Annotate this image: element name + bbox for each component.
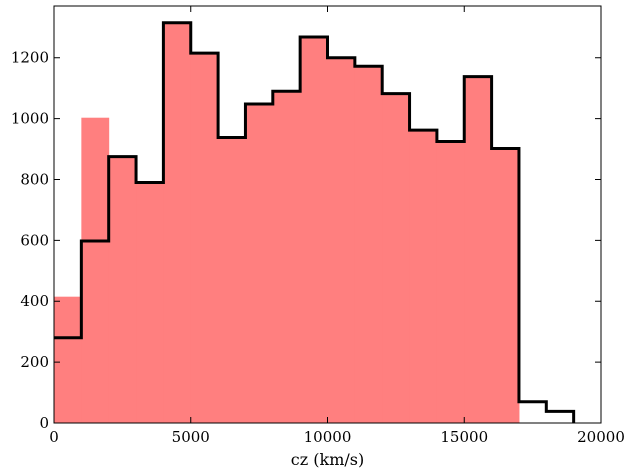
histogram-bar	[382, 93, 411, 423]
y-tick-label: 0	[39, 414, 49, 432]
x-tick-label: 0	[49, 428, 59, 446]
y-tick-label: 800	[20, 170, 49, 188]
histogram-bar	[245, 104, 274, 423]
histogram-bar	[327, 57, 356, 423]
histogram-bar	[136, 182, 164, 423]
histogram-bar	[272, 91, 301, 423]
x-tick-label: 5000	[172, 428, 210, 446]
histogram-bar	[354, 66, 383, 423]
y-tick-label: 400	[20, 292, 49, 310]
y-tick-label: 1200	[11, 49, 49, 67]
histogram-bar	[54, 296, 82, 423]
histogram-bar	[436, 141, 465, 423]
histogram-bar	[81, 117, 110, 423]
step-histogram-line	[54, 21, 576, 423]
histogram-bar	[190, 53, 219, 423]
histogram-bar	[163, 22, 192, 423]
histogram-bar	[218, 137, 246, 423]
y-tick-label: 1000	[11, 110, 49, 128]
axis-ticks	[53, 6, 602, 424]
y-tick-label: 200	[20, 353, 49, 371]
x-tick-label: 10000	[304, 428, 352, 446]
histogram-bar	[464, 76, 493, 423]
x-tick-label: 15000	[440, 428, 488, 446]
histogram-bar	[108, 156, 137, 423]
y-tick-labels: 0 200 400 600 800 1000 1200	[11, 49, 49, 432]
histogram-bar	[409, 130, 438, 423]
histogram-bar	[300, 37, 328, 423]
y-tick-label: 600	[20, 231, 49, 249]
histogram-bar	[491, 148, 520, 423]
x-tick-label: 20000	[577, 428, 625, 446]
x-tick-labels: 0 5000 10000 15000 20000	[49, 428, 625, 446]
x-axis-label: cz (km/s)	[291, 450, 364, 469]
filled-histogram-bars	[54, 22, 520, 423]
step-histogram-outline	[54, 21, 576, 423]
